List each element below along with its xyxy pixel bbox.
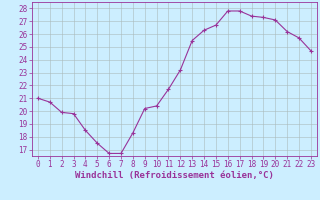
X-axis label: Windchill (Refroidissement éolien,°C): Windchill (Refroidissement éolien,°C) xyxy=(75,171,274,180)
